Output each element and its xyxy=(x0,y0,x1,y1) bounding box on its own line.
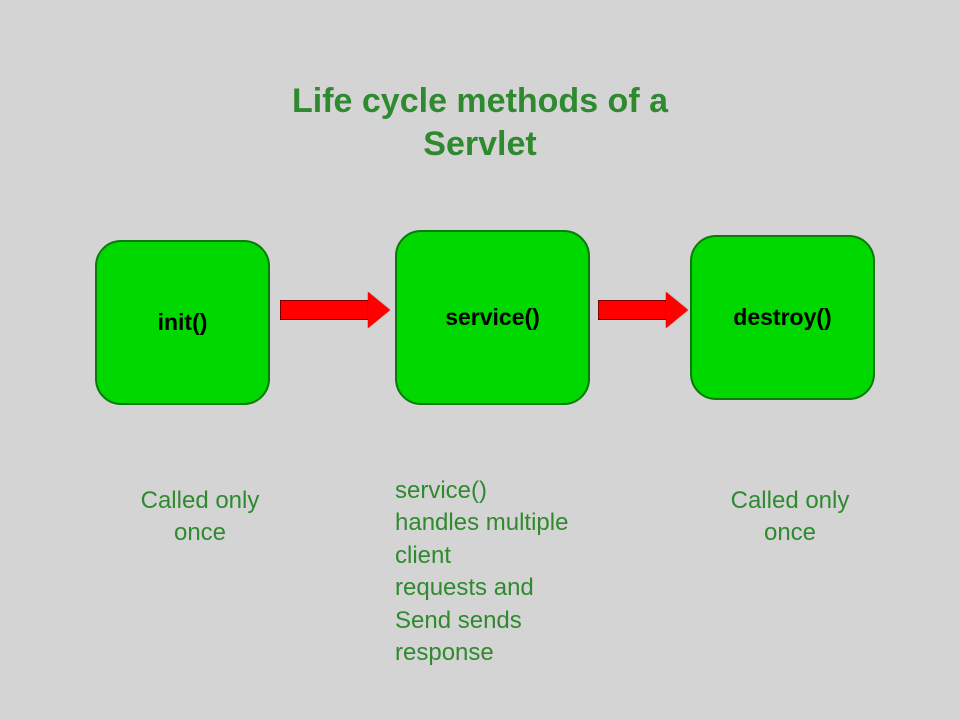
node-init-label: init() xyxy=(158,309,208,336)
arrow-init-service-shaft xyxy=(280,300,368,320)
arrow-service-destroy-shaft xyxy=(598,300,666,320)
caption-init: Called only once xyxy=(110,485,290,550)
node-destroy-label: destroy() xyxy=(733,304,831,331)
caption-service: service() handles multiple client reques… xyxy=(395,475,615,669)
node-destroy: destroy() xyxy=(690,235,875,400)
node-service-label: service() xyxy=(445,304,540,331)
arrow-init-service-head xyxy=(368,292,390,328)
node-service: service() xyxy=(395,230,590,405)
arrow-service-destroy-head xyxy=(666,292,688,328)
node-init: init() xyxy=(95,240,270,405)
diagram-title: Life cycle methods of a Servlet xyxy=(200,80,760,165)
caption-destroy: Called only once xyxy=(700,485,880,550)
